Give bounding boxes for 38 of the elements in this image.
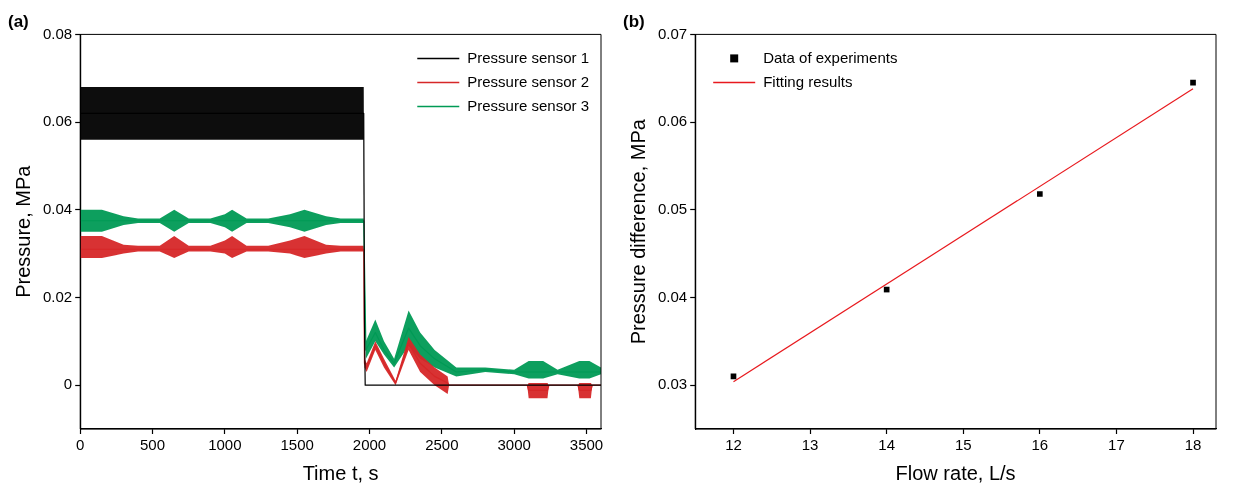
- x-tick-label: 2000: [352, 436, 387, 454]
- x-tick-label: 12: [725, 436, 742, 454]
- y-tick-label: 0.05: [657, 199, 688, 217]
- y-tick-label: 0.04: [42, 199, 73, 217]
- chart-title: (a): [8, 11, 29, 31]
- x-axis-title: Time t, s: [302, 461, 379, 484]
- legend-label: Pressure sensor 2: [467, 72, 590, 90]
- y-tick-label: 0.02: [42, 287, 73, 305]
- legend-label: Data of experiments: [763, 48, 898, 66]
- y-axis-title: Pressure, MPa: [11, 164, 34, 298]
- x-tick-label: 500: [140, 436, 166, 454]
- x-tick-label: 3500: [569, 436, 604, 454]
- x-tick-label: 1000: [208, 436, 242, 454]
- x-tick-label: 17: [1108, 436, 1125, 454]
- x-tick-label: 0: [76, 436, 85, 454]
- x-tick-label: 18: [1184, 436, 1202, 454]
- chart-title: (b): [623, 11, 645, 31]
- x-tick-label: 14: [878, 436, 896, 454]
- y-tick-label: 0.03: [657, 375, 688, 393]
- y-tick-label: 0.06: [42, 112, 73, 130]
- legend-label: Fitting results: [763, 72, 853, 90]
- y-tick-label: 0.04: [657, 287, 688, 305]
- point: [1190, 79, 1196, 86]
- x-tick-label: 13: [801, 436, 819, 454]
- y-tick-label: 0.06: [657, 112, 688, 130]
- y-tick-label: 0: [63, 375, 73, 393]
- y-tick-label: 0.08: [42, 24, 73, 42]
- x-tick-label: 16: [1031, 436, 1049, 454]
- x-tick-label: 1500: [280, 436, 314, 454]
- x-tick-label: 15: [954, 436, 972, 454]
- legend-label: Pressure sensor 1: [467, 48, 590, 66]
- x-axis-title: Flow rate, L/s: [895, 461, 1016, 484]
- y-axis-title: Pressure difference, MPa: [626, 118, 649, 345]
- legend-label: Pressure sensor 3: [467, 96, 590, 114]
- y-tick-label: 0.07: [657, 24, 688, 42]
- x-tick-label: 3000: [497, 436, 531, 454]
- x-tick-label: 2500: [425, 436, 459, 454]
- point: [1037, 191, 1043, 197]
